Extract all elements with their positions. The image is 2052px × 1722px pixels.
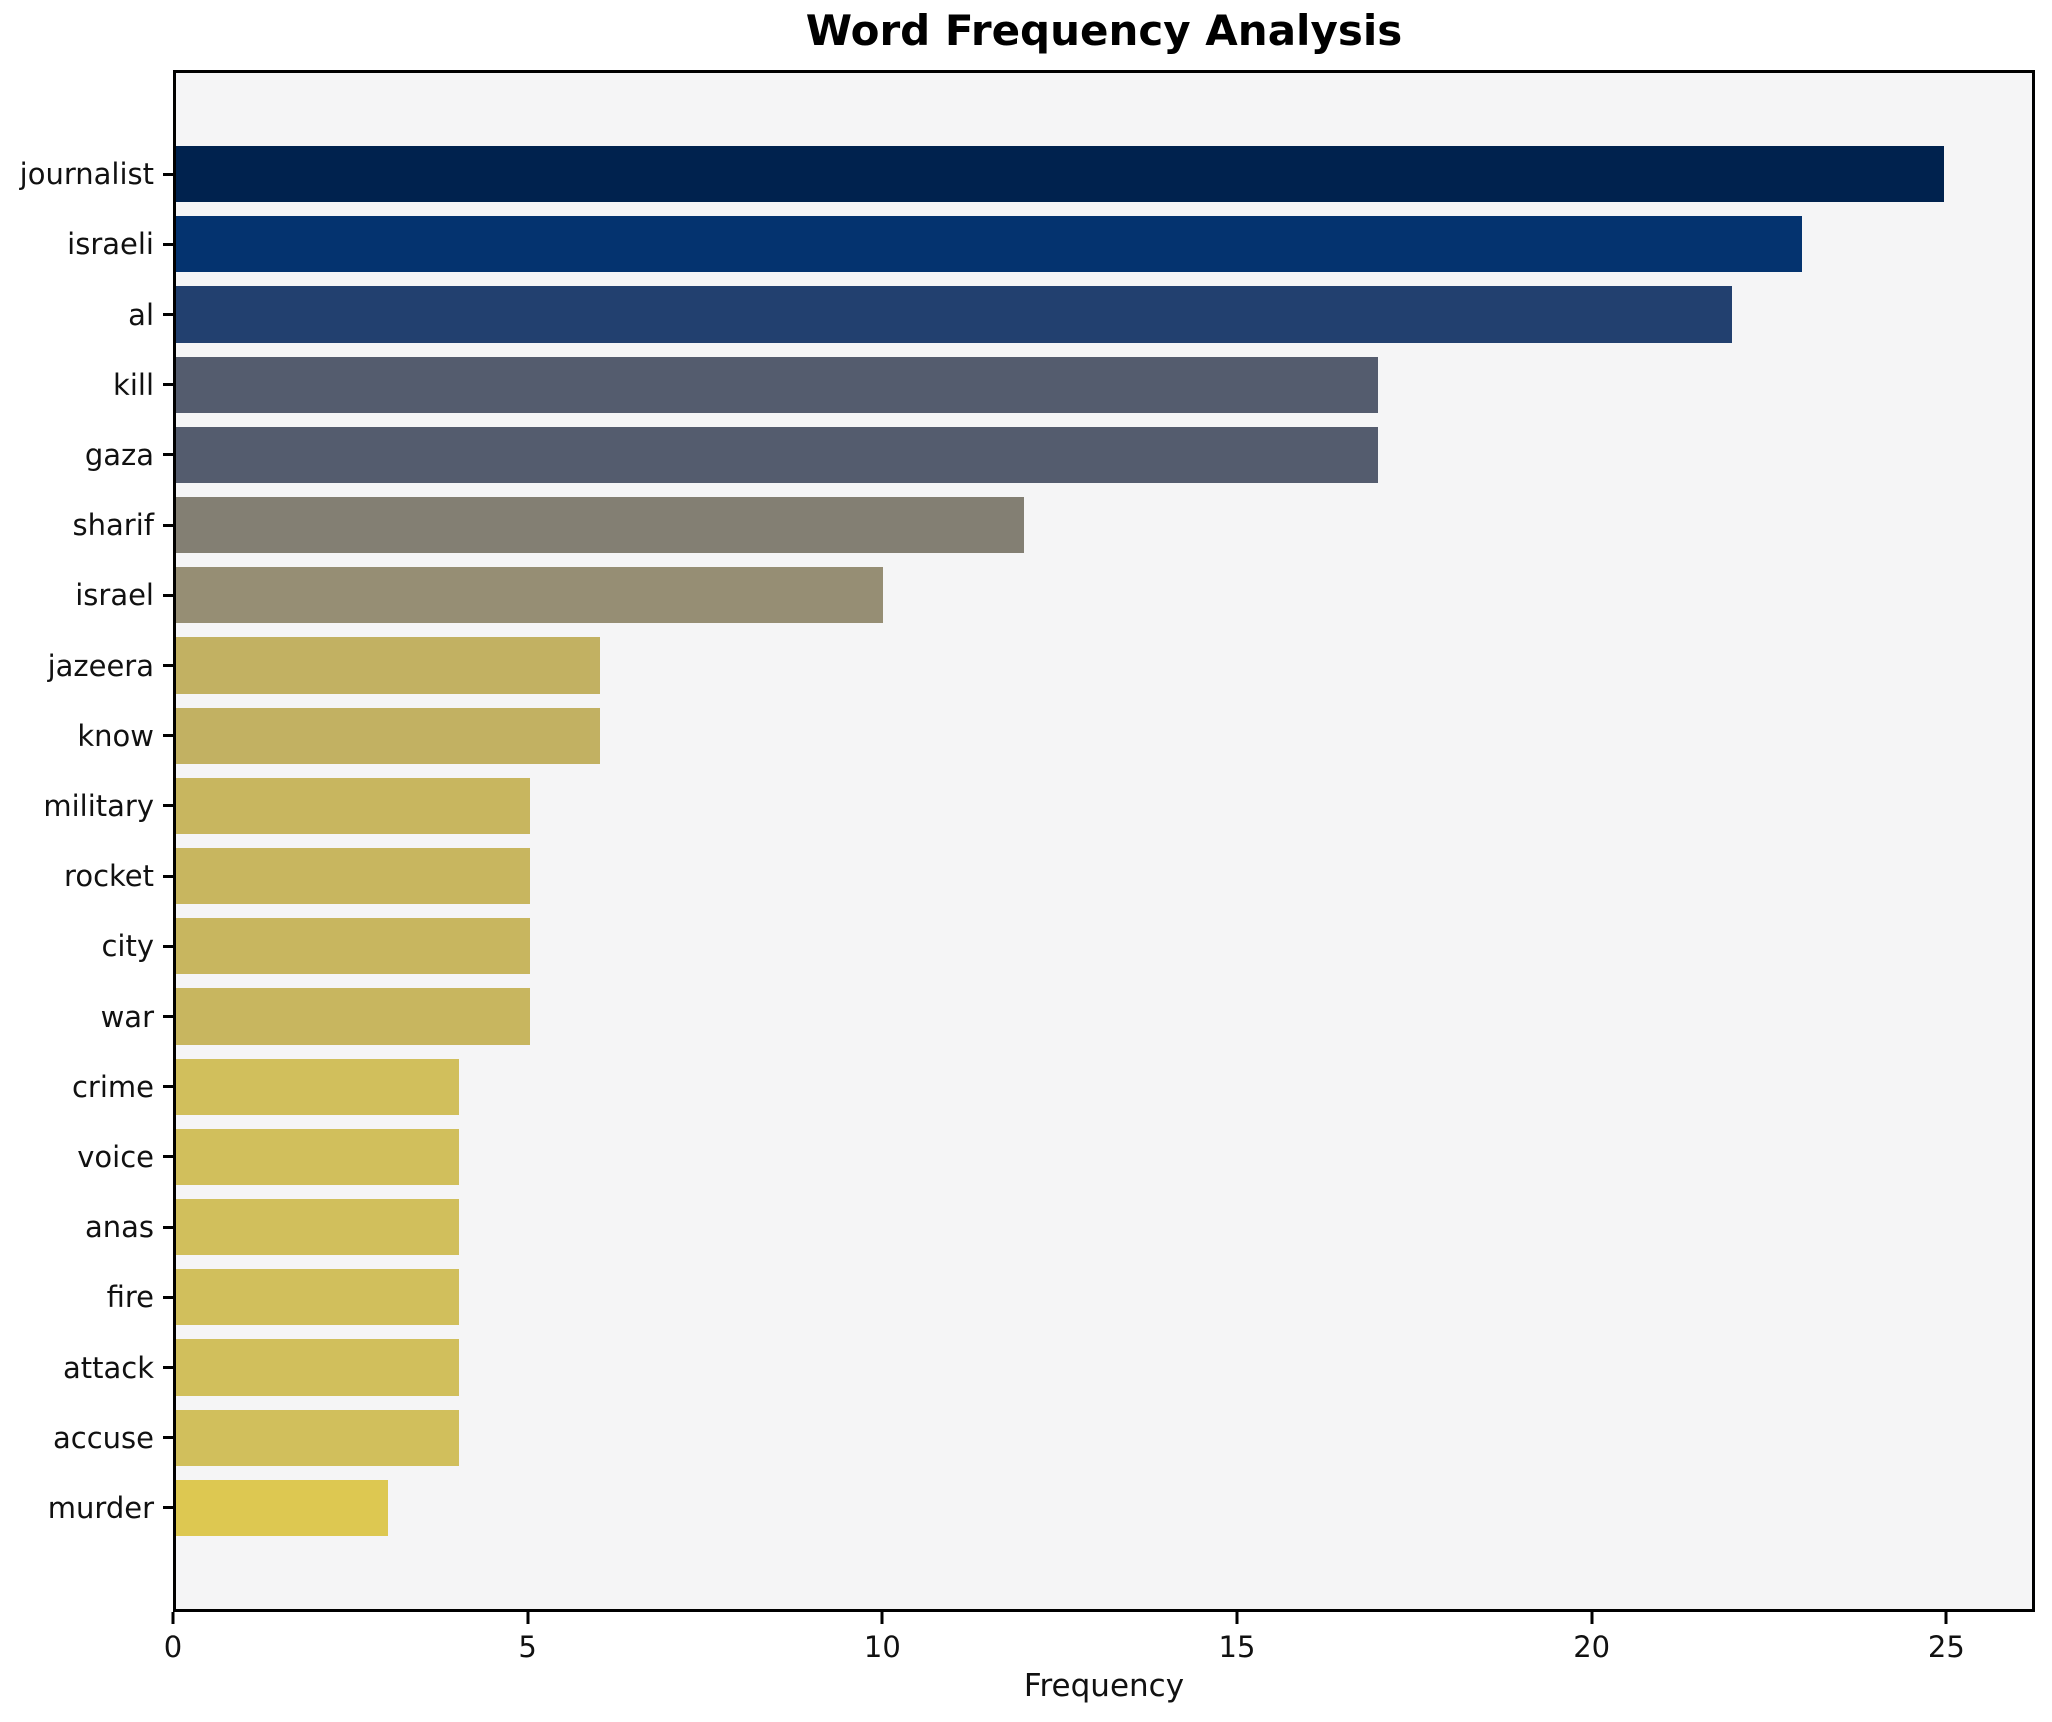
y-axis-label: military: [43, 788, 154, 823]
bar-row: war: [101, 981, 2032, 1051]
y-tick: [163, 944, 176, 948]
bar-city: [176, 918, 530, 975]
bar-accuse: [176, 1409, 459, 1466]
bar-row: journalist: [20, 139, 2032, 209]
y-axis-label: attack: [62, 1350, 154, 1385]
y-axis-label: voice: [77, 1139, 154, 1174]
y-tick: [163, 1015, 176, 1019]
y-axis-label: sharif: [72, 508, 154, 543]
y-axis-label: fire: [106, 1280, 154, 1315]
bar-row: city: [101, 911, 2032, 981]
bar-fire: [176, 1269, 459, 1326]
bar-row: kill: [113, 350, 2032, 420]
bar-row: voice: [77, 1122, 2032, 1192]
bar-murder: [176, 1479, 389, 1537]
bar-anas: [176, 1199, 459, 1256]
bar-know: [176, 707, 601, 764]
y-tick: [163, 523, 176, 527]
x-tick-label: 0: [163, 1630, 183, 1664]
bar-rows-container: journalist israeli al kill gaza sharif israel j…: [20, 73, 2032, 1609]
y-axis-label: crime: [71, 1069, 154, 1104]
x-tick: [171, 1612, 175, 1624]
y-tick: [163, 1295, 176, 1299]
x-tick: [880, 1612, 884, 1624]
y-tick: [163, 242, 176, 246]
bar-row: fire: [107, 1262, 2032, 1332]
y-axis-label: anas: [84, 1210, 154, 1245]
bar-row: israeli: [67, 209, 2032, 279]
chart-title: Word Frequency Analysis: [805, 6, 1403, 55]
plot-area: journalist israeli al kill gaza sharif israel j…: [20, 70, 2035, 1612]
x-tick-label: 20: [1573, 1630, 1611, 1664]
y-axis-label: murder: [47, 1490, 154, 1525]
y-tick: [163, 1506, 176, 1510]
y-axis-label: israeli: [67, 227, 154, 262]
bar-attack: [176, 1339, 459, 1396]
bar-crime: [176, 1058, 459, 1115]
x-tick: [1235, 1612, 1239, 1624]
y-tick: [163, 1436, 176, 1440]
y-axis-label: kill: [113, 367, 154, 402]
bar-sharif: [176, 497, 1025, 554]
y-axis-label: al: [128, 297, 154, 332]
bar-jazeera: [176, 637, 601, 694]
y-tick: [163, 664, 176, 668]
y-tick: [163, 1155, 176, 1159]
x-tick: [1944, 1612, 1948, 1624]
x-tick: [1590, 1612, 1594, 1624]
bar-al: [176, 286, 1732, 343]
y-tick: [163, 1366, 176, 1370]
x-tick-label: 25: [1927, 1630, 1965, 1664]
bar-row: military: [43, 771, 2032, 841]
bar-row: gaza: [85, 420, 2032, 490]
y-axis-label: rocket: [64, 859, 154, 894]
y-tick: [163, 874, 176, 878]
bar-row: attack: [63, 1332, 2032, 1402]
bar-row: anas: [85, 1192, 2032, 1262]
x-tick-label: 15: [1218, 1630, 1256, 1664]
y-axis-label: city: [101, 929, 154, 964]
y-tick: [163, 313, 176, 316]
bar-military: [176, 777, 530, 834]
x-tick: [526, 1612, 530, 1624]
y-axis-label: jazeera: [47, 648, 154, 683]
y-tick: [163, 734, 176, 738]
bar-voice: [176, 1128, 459, 1186]
y-axis-label: war: [100, 999, 154, 1034]
y-tick: [163, 1225, 176, 1229]
x-tick-label: 10: [863, 1630, 901, 1664]
bar-kill: [176, 356, 1378, 413]
y-tick: [163, 1085, 176, 1089]
bar-row: murder: [48, 1473, 2032, 1543]
bar-row: israel: [75, 560, 2032, 630]
y-tick: [163, 453, 176, 457]
y-axis-label: know: [77, 718, 154, 753]
bar-row: crime: [72, 1052, 2032, 1122]
y-tick: [163, 593, 176, 597]
bar-row: accuse: [53, 1403, 2032, 1473]
bar-israeli: [176, 216, 1803, 273]
y-tick: [163, 172, 176, 176]
bar-row: al: [128, 279, 2032, 349]
bar-war: [176, 988, 530, 1045]
bar-row: sharif: [73, 490, 2032, 560]
bar-rocket: [176, 848, 530, 905]
bar-israel: [176, 567, 884, 624]
x-axis-title: Frequency: [1023, 1668, 1185, 1704]
y-tick: [163, 804, 176, 808]
y-axis-label: gaza: [84, 437, 154, 472]
y-axis-label: israel: [75, 578, 154, 613]
bar-row: know: [77, 701, 2032, 771]
x-tick-label: 5: [518, 1630, 537, 1664]
y-axis-label: accuse: [53, 1420, 154, 1455]
y-tick: [163, 383, 176, 387]
bar-journalist: [176, 146, 1944, 203]
y-axis-label: journalist: [19, 157, 154, 192]
bar-row: rocket: [64, 841, 2032, 911]
bar-row: jazeera: [48, 630, 2032, 700]
bar-gaza: [176, 426, 1378, 483]
x-axis: 0 5 10 15 20 25: [164, 1612, 2035, 1682]
